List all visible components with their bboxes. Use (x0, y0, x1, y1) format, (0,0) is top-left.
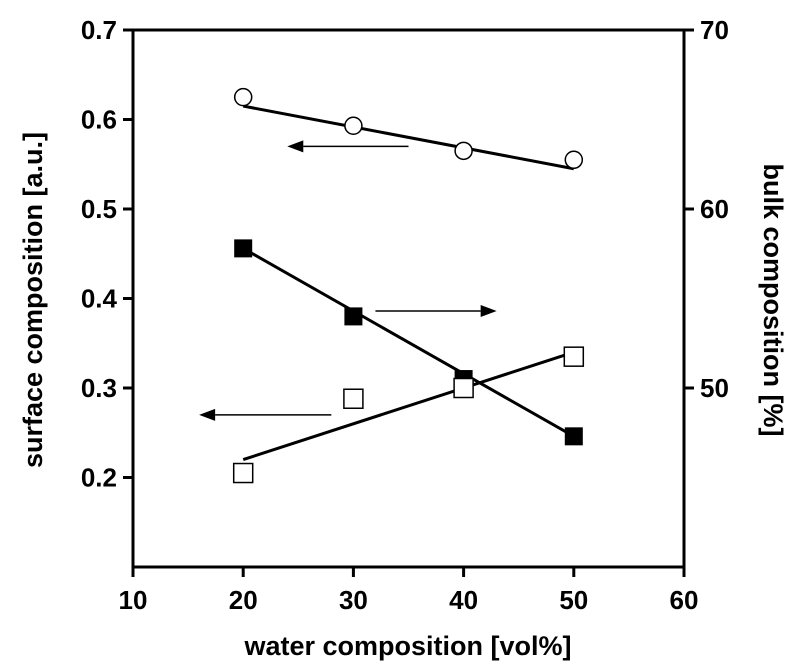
left-tick-label: 0.6 (81, 105, 117, 135)
fit-line-filled-square (242, 247, 575, 438)
x-tick-label: 10 (119, 585, 148, 615)
filled-square-marker (234, 239, 253, 258)
arrow-head (287, 140, 304, 153)
left-tick-label: 0.2 (81, 463, 117, 493)
left-tick-label: 0.3 (81, 373, 117, 403)
open-square-marker (343, 388, 364, 409)
x-axis-ticks: 10 20 30 40 50 60 (119, 567, 699, 615)
arrow-head (199, 408, 216, 421)
open-square-marker (563, 346, 585, 367)
plot-frame (131, 28, 686, 569)
x-tick-label: 30 (339, 585, 368, 615)
fit-line-open-circle (242, 104, 575, 171)
arrow-head (480, 305, 497, 318)
x-axis-title: water composition [vol%] (243, 631, 571, 661)
left-axis-ticks: 0.2 0.3 0.4 0.5 0.6 0.7 (81, 15, 133, 493)
open-square-marker (232, 462, 254, 484)
filled-square-marker (344, 307, 363, 326)
fit-line-open-square (242, 350, 575, 462)
y-right-axis-title: bulk composition [%] (758, 164, 788, 437)
open-square-marker (453, 377, 474, 399)
open-circle-marker (344, 116, 363, 136)
fit-lines (242, 104, 575, 462)
right-tick-label: 60 (700, 194, 729, 224)
open-circle-marker (564, 150, 584, 170)
x-tick-label: 60 (670, 585, 699, 615)
right-tick-label: 70 (700, 15, 729, 45)
x-tick-label: 40 (449, 585, 478, 615)
open-circle-marker (454, 141, 473, 161)
y-left-axis-title: surface composition [a.u.] (18, 132, 48, 468)
right-tick-label: 50 (700, 373, 729, 403)
filled-square-marker (564, 427, 583, 446)
left-tick-label: 0.7 (81, 15, 117, 45)
x-tick-label: 50 (559, 585, 588, 615)
data-markers (232, 87, 585, 484)
open-circle-marker (233, 87, 253, 107)
x-tick-label: 20 (229, 585, 258, 615)
arrow-annotations (199, 140, 497, 421)
right-axis-ticks: 50 60 70 (684, 15, 729, 403)
left-tick-label: 0.5 (81, 194, 117, 224)
left-tick-label: 0.4 (81, 284, 118, 314)
